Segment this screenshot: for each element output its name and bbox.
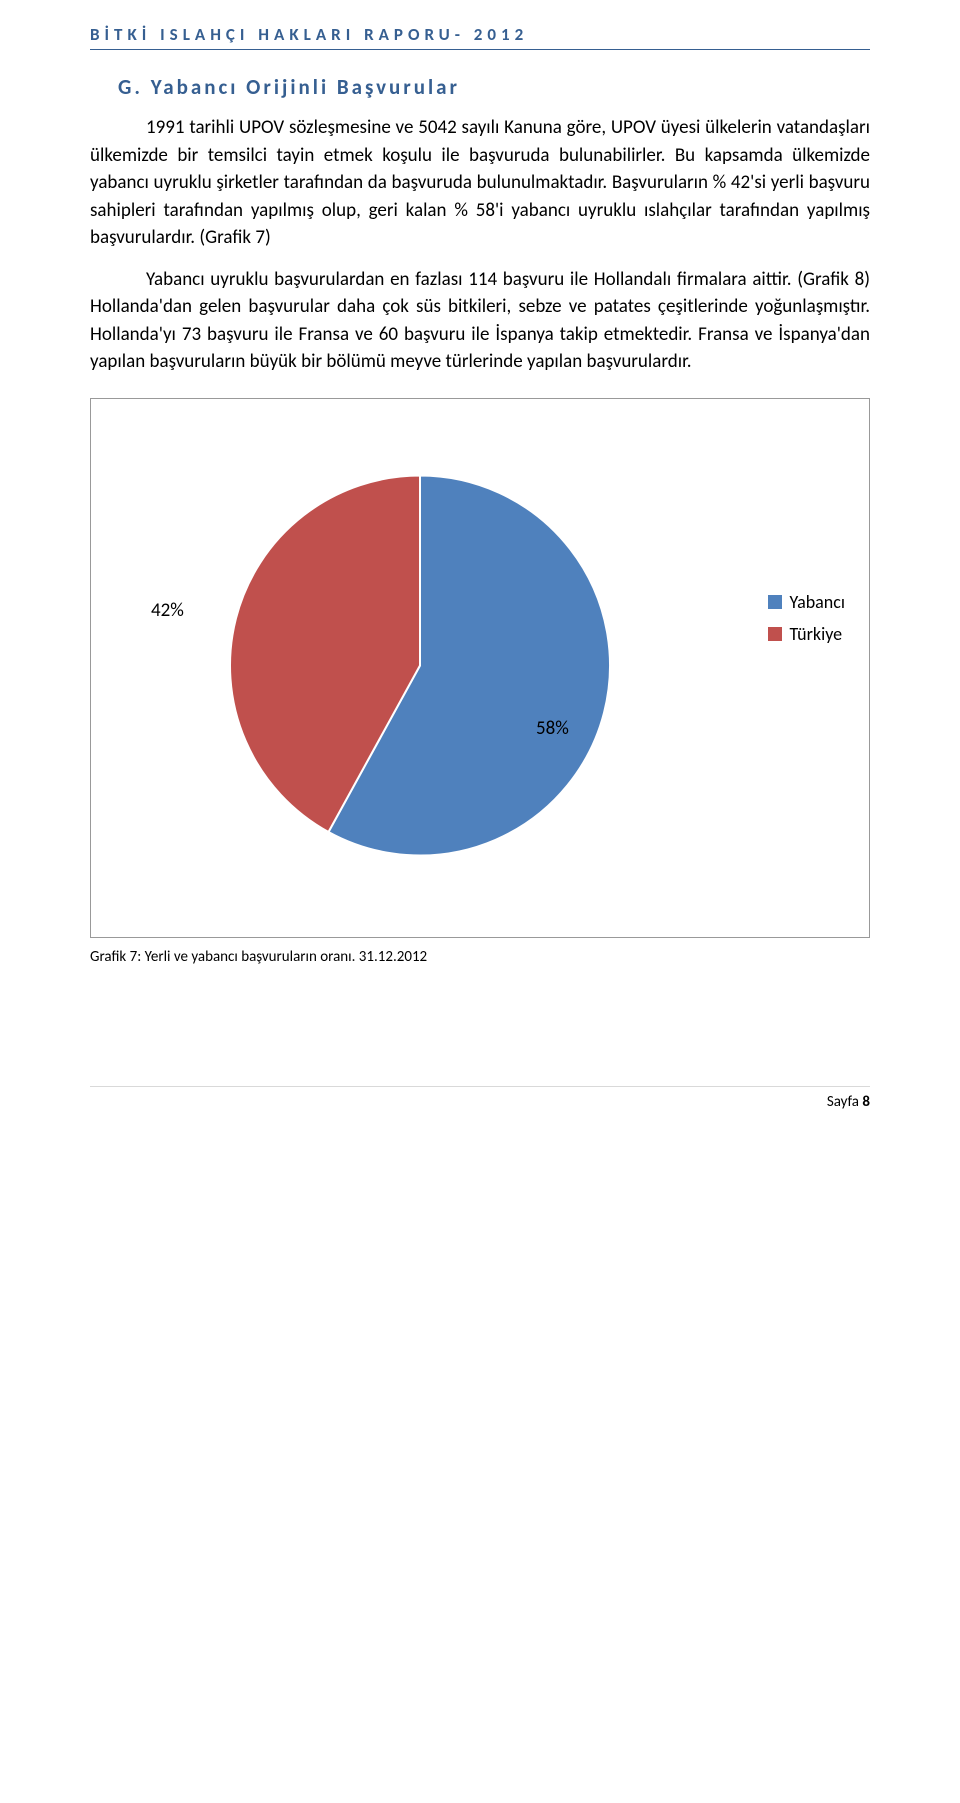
- pie-label-58: 58%: [536, 717, 569, 740]
- pie-label-42: 42%: [151, 599, 184, 622]
- footer-prefix: Sayfa: [827, 1093, 863, 1111]
- page-header: BİTKİ ISLAHÇI HAKLARI RAPORU- 2012: [90, 24, 870, 50]
- legend-text-yabanci: Yabancı: [790, 591, 846, 613]
- legend-row: Türkiye: [768, 623, 846, 645]
- page-footer: Sayfa 8: [90, 1086, 870, 1111]
- legend-row: Yabancı: [768, 591, 846, 613]
- chart-caption: Grafik 7: Yerli ve yabancı başvuruların …: [90, 948, 870, 966]
- legend-swatch-turkiye: [768, 627, 782, 641]
- footer-page-number: 8: [862, 1093, 870, 1111]
- legend-text-turkiye: Türkiye: [790, 623, 843, 645]
- legend-swatch-yabanci: [768, 595, 782, 609]
- paragraph-1: 1991 tarihli UPOV sözleşmesine ve 5042 s…: [90, 114, 870, 252]
- pie-chart-grafik-7: 42% 58% Yabancı Türkiye: [90, 398, 870, 938]
- paragraph-2: Yabancı uyruklu başvurulardan en fazlası…: [90, 266, 870, 376]
- section-title: G. Yabancı Orijinli Başvurular: [118, 74, 870, 100]
- chart-legend: Yabancı Türkiye: [768, 591, 846, 655]
- pie-svg: [220, 465, 620, 865]
- pie-svg-holder: [220, 465, 620, 870]
